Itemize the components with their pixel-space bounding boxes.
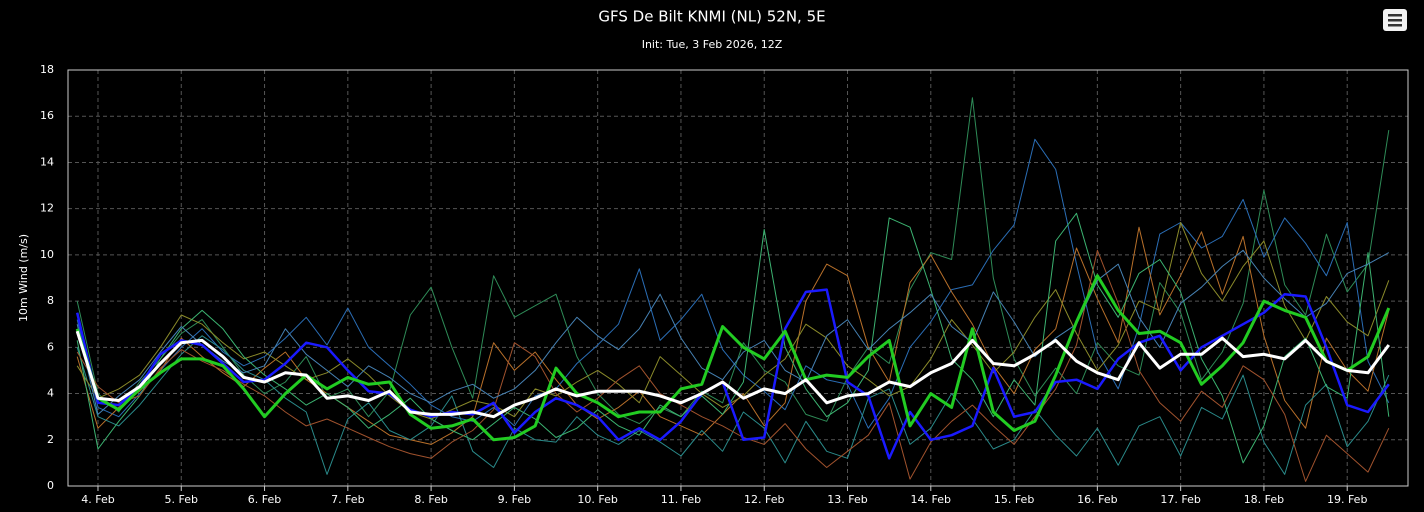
- x-tick-label: 5. Feb: [165, 493, 198, 506]
- series-line: [76, 226, 1390, 445]
- y-tick-label: 14: [40, 155, 54, 168]
- chart-title: GFS De Bilt KNMI (NL) 52N, 5E: [598, 8, 825, 26]
- series-line: [76, 138, 1390, 429]
- series-line: [76, 97, 1390, 425]
- series-line: [76, 212, 1390, 464]
- y-tick-label: 2: [47, 433, 54, 446]
- x-tick-label: 14. Feb: [911, 493, 951, 506]
- series-line: [75, 330, 1391, 419]
- chart-subtitle: Init: Tue, 3 Feb 2026, 12Z: [642, 38, 783, 51]
- x-tick-label: 13. Feb: [827, 493, 867, 506]
- x-tick-label: 18. Feb: [1244, 493, 1284, 506]
- plot-area: [75, 97, 1391, 482]
- x-tick-label: 17. Feb: [1160, 493, 1200, 506]
- menu-button[interactable]: [1383, 9, 1407, 31]
- y-axis-label: 10m Wind (m/s): [17, 234, 30, 322]
- x-tick-label: 12. Feb: [744, 493, 784, 506]
- x-tick-label: 4. Feb: [81, 493, 114, 506]
- y-tick-label: 6: [47, 340, 54, 353]
- x-tick-label: 8. Feb: [414, 493, 447, 506]
- series-line: [75, 274, 1391, 442]
- series-line: [76, 249, 1390, 415]
- series-line: [76, 249, 1390, 482]
- x-tick-label: 15. Feb: [994, 493, 1034, 506]
- y-tick-label: 0: [47, 479, 54, 492]
- x-tick-label: 11. Feb: [661, 493, 701, 506]
- y-tick-label: 12: [40, 202, 54, 215]
- x-tick-label: 7. Feb: [331, 493, 364, 506]
- x-tick-label: 16. Feb: [1077, 493, 1117, 506]
- y-tick-label: 16: [40, 109, 54, 122]
- menu-icon-bar: [1388, 19, 1402, 22]
- y-tick-label: 4: [47, 387, 54, 400]
- menu-icon-bar: [1388, 14, 1402, 17]
- plot-border: [67, 69, 1409, 487]
- y-tick-label: 8: [47, 294, 54, 307]
- x-tick-label: 6. Feb: [248, 493, 281, 506]
- x-tick-label: 10. Feb: [577, 493, 617, 506]
- x-tick-label: 9. Feb: [498, 493, 531, 506]
- y-tick-label: 18: [40, 63, 54, 76]
- series-line: [75, 288, 1390, 460]
- x-tick-label: 19. Feb: [1327, 493, 1367, 506]
- menu-icon-bar: [1388, 24, 1402, 27]
- y-tick-label: 10: [40, 248, 54, 261]
